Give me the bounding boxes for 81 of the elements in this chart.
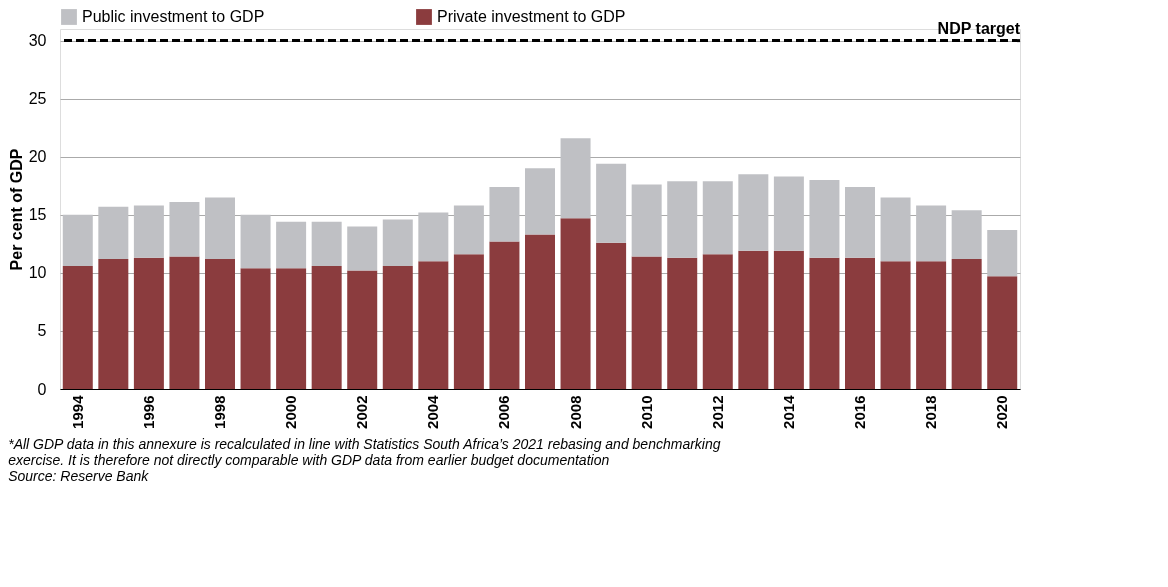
bar [133,257,164,389]
y-tick-label: 0 [37,380,47,398]
x-tick-label: 2006 [495,395,513,429]
bar [453,205,484,255]
bar [631,184,662,257]
x-tick-label: 2018 [922,395,940,429]
bar [62,214,93,266]
bar [347,226,378,271]
bar [845,257,875,389]
bar [880,197,911,262]
x-tick-label: 2002 [353,395,371,429]
x-tick-label: 2012 [708,395,726,429]
bar [560,138,591,219]
bar [311,265,342,389]
y-tick-label: 5 [37,322,47,340]
bar [98,258,129,389]
legend-label: Public investment to GDP [82,8,265,25]
bar [596,163,627,243]
bar [525,168,555,235]
bar [418,261,449,389]
y-tick-label: 15 [28,206,47,224]
x-tick-label: 1996 [139,395,157,429]
x-tick-label: 1994 [68,394,86,429]
bar [240,268,271,389]
bar [951,210,982,259]
bar [809,179,840,258]
bar [169,202,200,257]
bar [667,257,698,389]
bar [489,186,520,242]
ref-line-label: NDP target [937,19,1021,37]
y-axis-title: Per cent of GDP [7,148,25,271]
x-tick-label: 2016 [851,395,868,429]
x-tick-label: 2010 [637,395,655,429]
x-tick-label: 2014 [779,394,797,429]
y-tick-label: 25 [28,90,47,108]
bar [738,250,769,389]
x-tick-label: 2008 [566,395,584,429]
bar [347,270,378,389]
bar [382,219,413,266]
x-tick-label: 2000 [282,395,300,429]
bar [667,181,698,258]
bar [276,221,307,269]
bar [205,258,235,389]
x-tick-label: 2020 [993,395,1011,429]
y-tick-label: 20 [28,148,47,166]
source-note: Source: Reserve Bank [8,468,150,485]
bar [525,234,555,389]
bar [845,186,875,258]
bar [453,254,484,389]
bar [489,241,520,389]
bar [738,174,769,251]
bar [133,205,164,258]
bar [916,261,947,389]
bar [560,218,591,389]
bar [631,256,662,389]
bar [773,250,804,389]
bar [880,261,911,389]
bar [169,256,200,389]
legend-label: Private investment to GDP [437,8,626,25]
bar [773,176,804,251]
bar [987,229,1018,277]
x-tick-label: 2004 [424,394,442,429]
bar [276,268,307,389]
y-tick-label: 10 [28,264,47,282]
bar [951,258,982,389]
bar [809,257,840,389]
bar [702,181,733,255]
bar [98,206,129,259]
y-tick-label: 30 [28,32,47,50]
bar [311,221,342,266]
bar [916,205,947,262]
bar [987,276,1018,389]
bar [702,254,733,389]
x-tick-label: 1998 [211,395,228,429]
text: *All GDP data in this annexure is recalculated in line with Statistics South Africa’s 2021 rebasing and benchmarking exercise. It is therefore not directly comparable with GDP data from earlier budget documentation [8,436,721,469]
bar [240,214,271,269]
bar [205,197,235,259]
bar [382,265,413,389]
bar [418,212,449,262]
bar [62,265,93,389]
bar [596,242,627,389]
